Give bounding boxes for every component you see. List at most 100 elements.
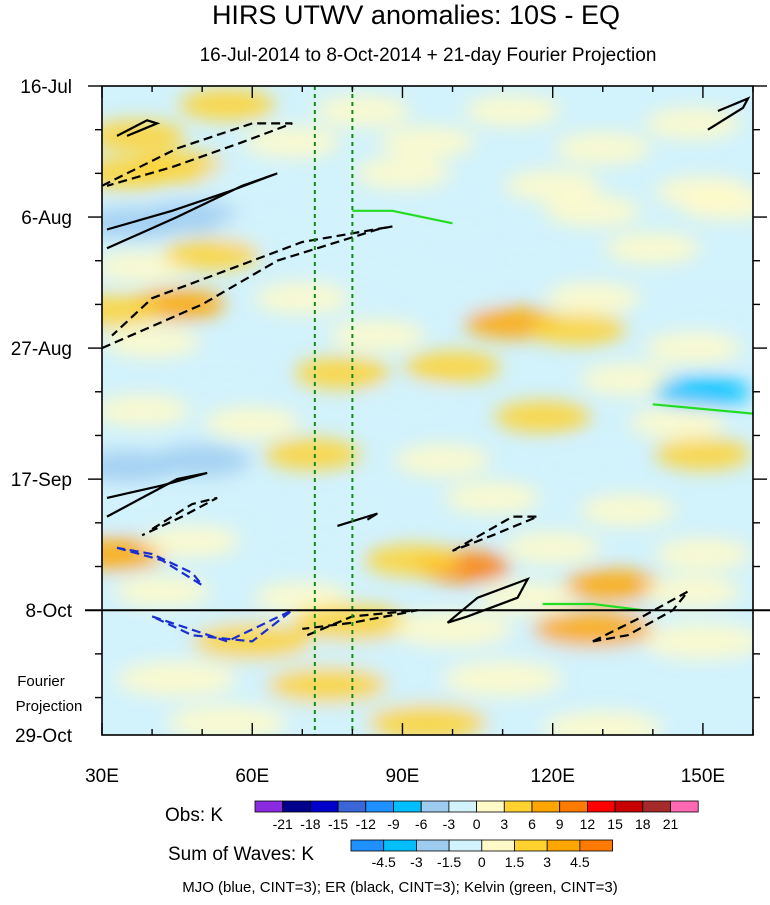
projection-cell xyxy=(592,673,713,710)
anomaly-cell xyxy=(102,119,186,152)
er-contour xyxy=(106,471,208,518)
anomaly-cell xyxy=(144,525,241,558)
obs-colorbar-level: -12 xyxy=(356,816,376,832)
chart-subtitle: 16-Jul-2014 to 8-Oct-2014 + 21-day Fouri… xyxy=(200,45,657,66)
projection-cell xyxy=(542,710,663,735)
obs-colorbar-swatch xyxy=(365,800,394,813)
obs-colorbar-level: 9 xyxy=(556,816,564,832)
er-contour xyxy=(141,496,218,537)
anomaly-cell xyxy=(444,481,541,514)
anomaly-cell xyxy=(654,375,751,408)
anomaly-cell xyxy=(364,388,461,421)
anomaly-cell xyxy=(294,244,391,277)
projection-cell xyxy=(642,623,753,660)
x-tick-label: 60E xyxy=(235,766,269,787)
waves-colorbar-level: 1.5 xyxy=(505,854,525,870)
anomaly-cell xyxy=(494,400,591,433)
obs-colorbar-level: 21 xyxy=(663,816,679,832)
anomaly-cell xyxy=(394,444,491,477)
mjo-contour xyxy=(116,546,204,587)
anomaly-cell xyxy=(104,325,201,358)
obs-colorbar-swatch xyxy=(587,800,616,813)
waves-colorbar-swatch xyxy=(514,839,548,852)
anomaly-cell xyxy=(354,157,451,190)
x-tick-label: 90E xyxy=(386,766,420,787)
anomaly-cell xyxy=(664,300,753,333)
anomaly-cell xyxy=(579,363,676,396)
waves-colorbar-level: -4.5 xyxy=(372,854,396,870)
anomaly-cell xyxy=(404,207,501,240)
anomaly-cell xyxy=(504,531,601,564)
waves-colorbar-label: Sum of Waves: K xyxy=(168,844,314,865)
anomaly-cell xyxy=(164,238,261,271)
plot-area xyxy=(102,86,753,735)
chart-title: HIRS UTWV anomalies: 10S - EQ xyxy=(212,0,620,30)
obs-colorbar-swatch xyxy=(254,800,284,813)
obs-colorbar-level: -15 xyxy=(328,816,348,832)
obs-colorbar-level: 12 xyxy=(580,816,596,832)
projection-cell xyxy=(117,660,238,697)
er-contour xyxy=(116,119,161,137)
anomaly-cell xyxy=(264,438,361,471)
plot-frame xyxy=(101,85,754,736)
anomaly-cell xyxy=(114,575,211,608)
anomaly-cell xyxy=(679,188,753,221)
obs-colorbar-swatch xyxy=(448,800,477,813)
anomaly-cell xyxy=(579,494,676,527)
anomaly-cell xyxy=(204,163,301,196)
anomaly-cell xyxy=(102,394,191,427)
obs-colorbar-swatch xyxy=(531,800,561,813)
anomaly-cell xyxy=(102,294,161,327)
projection-cell xyxy=(167,704,288,735)
anomaly-cell xyxy=(464,94,561,127)
er-contour xyxy=(106,172,278,250)
obs-colorbar-level: 15 xyxy=(607,816,623,832)
anomaly-cell xyxy=(379,126,476,159)
anomaly-cell xyxy=(504,169,601,202)
obs-colorbar-level: 0 xyxy=(473,816,481,832)
er-contour xyxy=(451,515,539,552)
er-contour xyxy=(446,576,531,624)
obs-colorbar-swatch xyxy=(614,800,644,813)
anomaly-cell xyxy=(529,450,626,483)
anomaly-cell xyxy=(654,438,751,471)
obs-colorbar-swatch xyxy=(309,800,339,813)
anomaly-cell xyxy=(314,94,411,127)
anomaly-cell xyxy=(654,538,751,571)
anomaly-cell xyxy=(544,282,641,315)
obs-colorbar-swatch xyxy=(670,800,699,813)
obs-colorbar-swatch xyxy=(420,800,450,813)
projection-cell xyxy=(532,610,653,647)
anomaly-cell xyxy=(479,581,576,614)
anomaly-cell xyxy=(644,107,741,140)
anomaly-cell xyxy=(179,88,276,121)
er-contour xyxy=(707,96,751,131)
mjo-contour xyxy=(151,609,293,643)
obs-colorbar-swatch xyxy=(559,800,588,813)
anomaly-cell xyxy=(102,488,181,521)
anomaly-cell xyxy=(404,350,501,383)
waves-colorbar-swatch xyxy=(415,839,450,852)
y-tick-label: 17-Sep xyxy=(11,470,72,491)
obs-colorbar-level: -9 xyxy=(387,816,400,832)
anomaly-cell xyxy=(144,201,241,234)
anomaly-cell xyxy=(529,313,626,346)
waves-colorbar-level: 0 xyxy=(478,854,486,870)
obs-colorbar-level: 6 xyxy=(528,816,536,832)
obs-colorbar-label: Obs: K xyxy=(165,805,223,826)
waves-colorbar-level: -1.5 xyxy=(437,854,461,870)
anomaly-cell xyxy=(294,357,391,390)
obs-colorbar-swatch xyxy=(337,800,367,813)
footer-note: MJO (blue, CINT=3); ER (black, CINT=3); … xyxy=(182,879,618,896)
waves-colorbar-swatch xyxy=(383,839,417,852)
anomaly-cell xyxy=(204,406,301,439)
y-tick-label: 8-Oct xyxy=(26,601,73,622)
obs-colorbar-swatch xyxy=(476,800,505,813)
y-tick-label: 6-Aug xyxy=(21,208,72,229)
anomaly-cell xyxy=(179,357,276,390)
anomaly-cell xyxy=(254,282,351,315)
projection-cell xyxy=(442,660,563,697)
waves-colorbar-swatch xyxy=(350,839,385,852)
